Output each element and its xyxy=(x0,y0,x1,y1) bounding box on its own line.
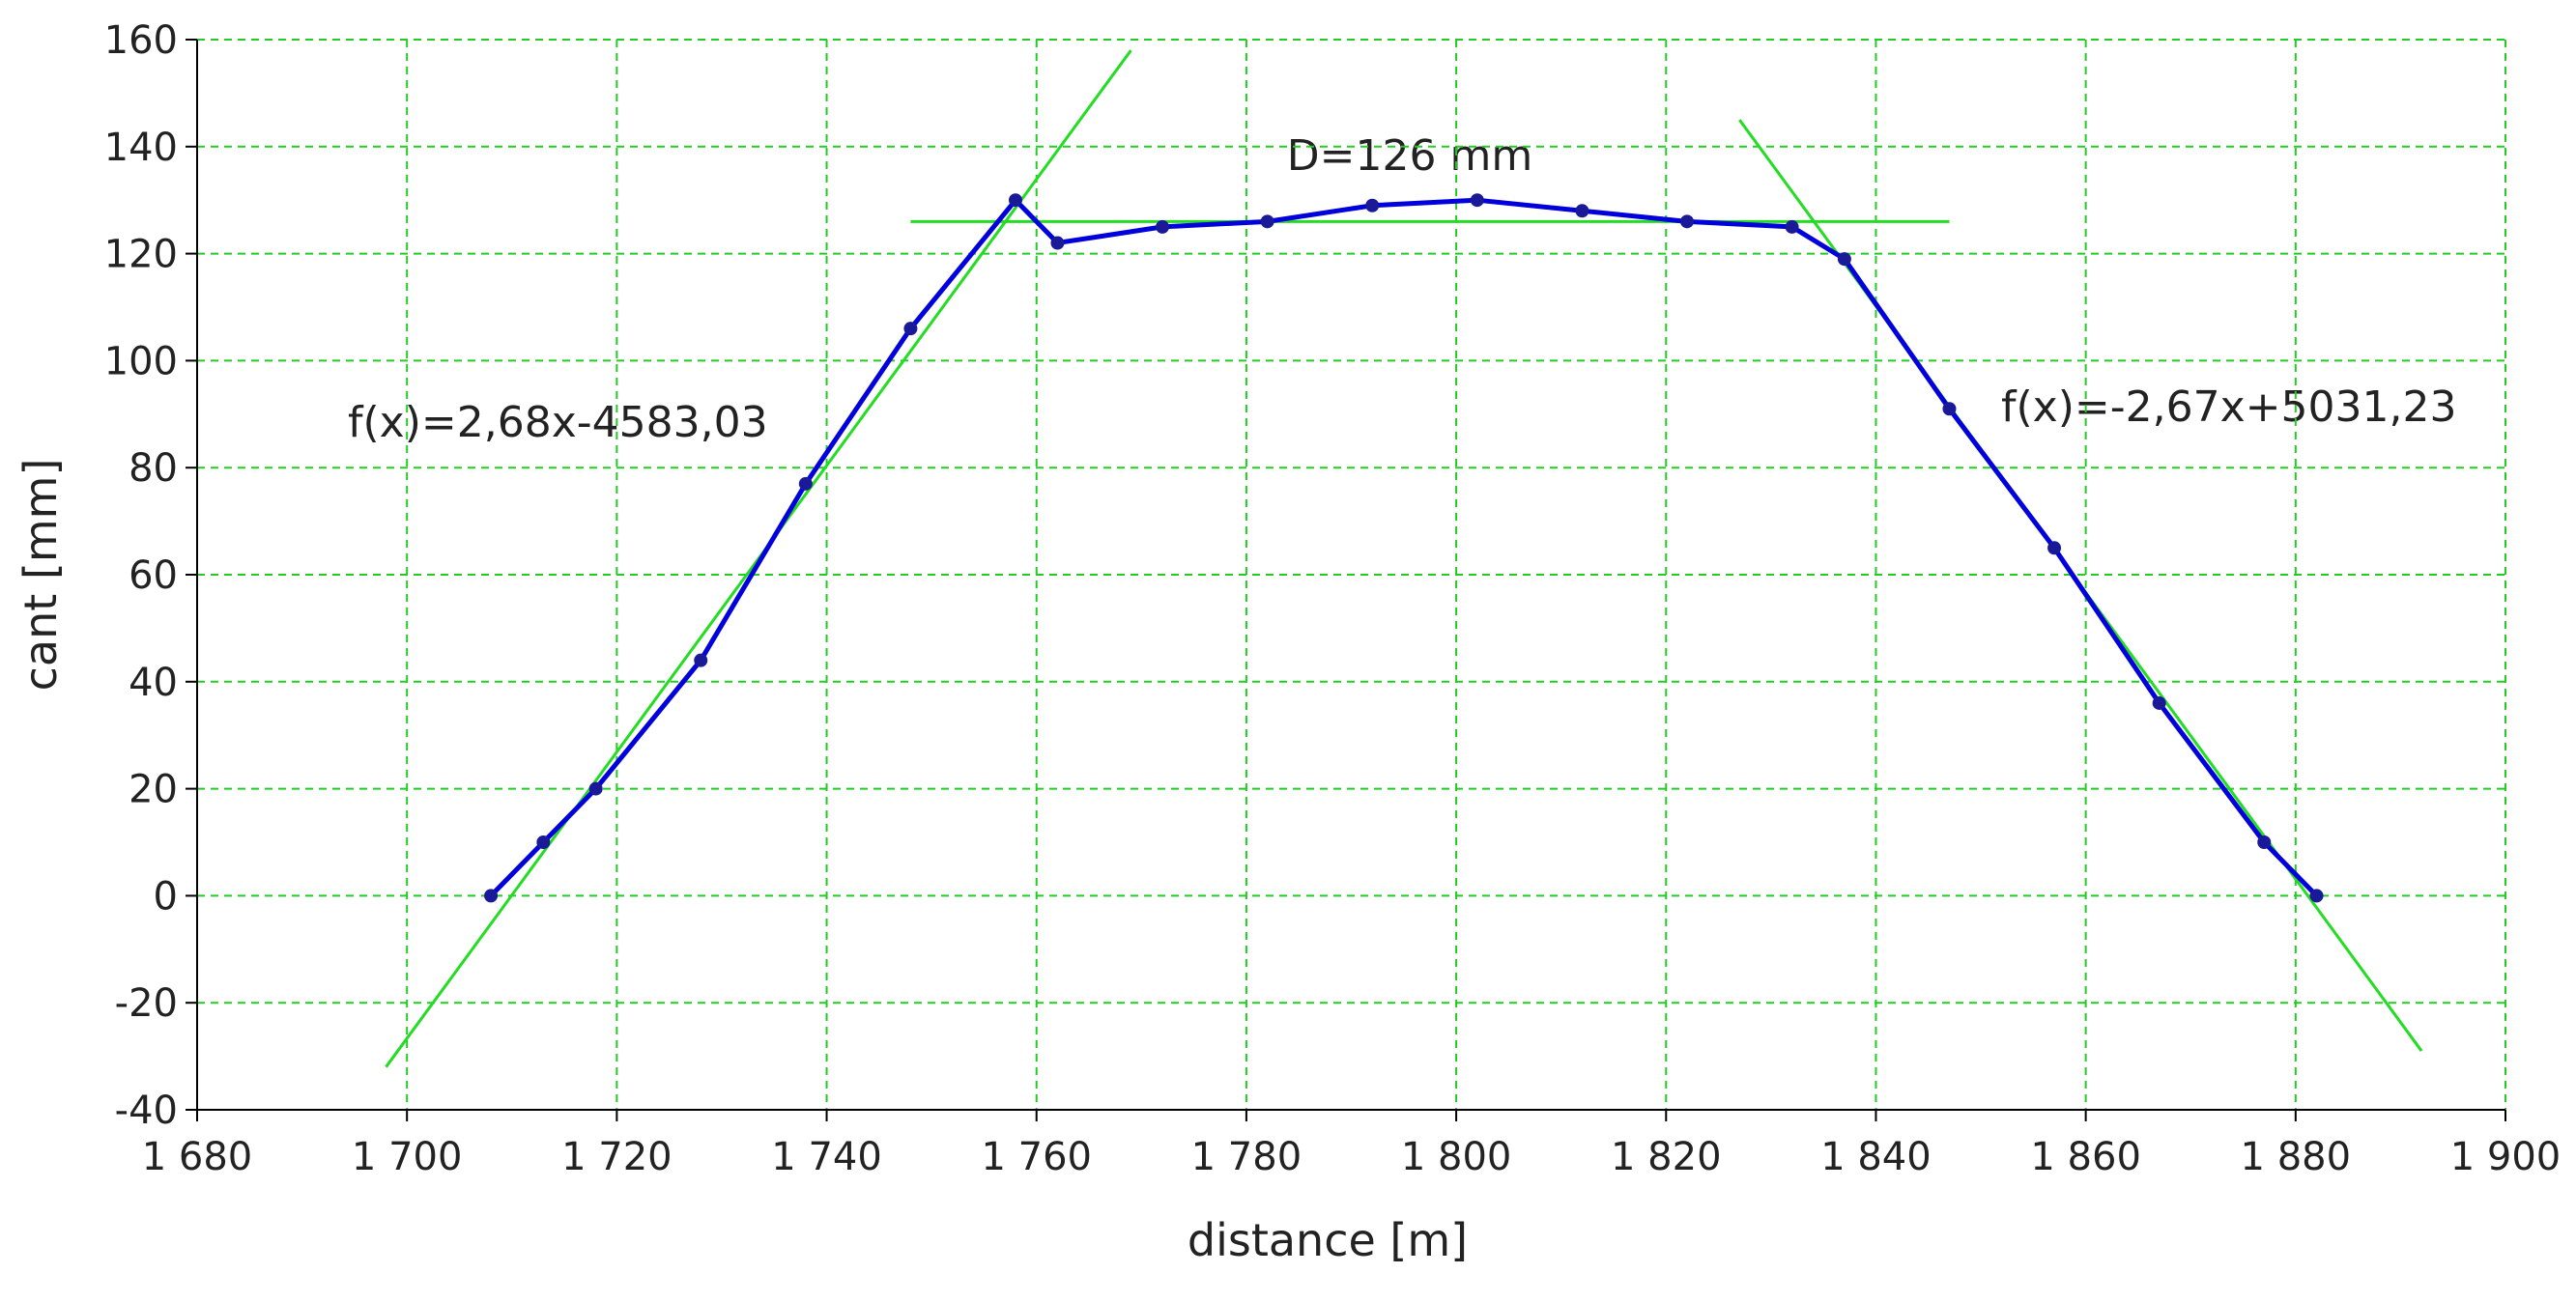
y-axis-title: cant [mm] xyxy=(14,459,67,692)
data-point xyxy=(1785,219,1799,234)
y-tick-label: -20 xyxy=(115,981,178,1026)
data-point xyxy=(1009,193,1023,208)
data-point xyxy=(484,889,499,903)
x-tick-label: 1 680 xyxy=(142,1135,253,1179)
data-point xyxy=(588,781,603,796)
x-tick-label: 1 740 xyxy=(771,1135,882,1179)
x-tick-label: 1 700 xyxy=(352,1135,463,1179)
x-tick-label: 1 760 xyxy=(981,1135,1092,1179)
x-tick-label: 1 800 xyxy=(1401,1135,1512,1179)
annotation: D=126 mm xyxy=(1287,131,1532,181)
x-tick-label: 1 840 xyxy=(1820,1135,1932,1179)
data-point xyxy=(1679,214,1694,229)
data-point xyxy=(694,653,708,667)
y-tick-label: 0 xyxy=(154,874,178,919)
data-point xyxy=(1470,193,1484,208)
y-tick-label: 20 xyxy=(129,768,178,812)
data-point xyxy=(1575,204,1589,218)
y-tick-label: 40 xyxy=(129,661,178,705)
x-tick-label: 1 860 xyxy=(2030,1135,2141,1179)
x-tick-label: 1 880 xyxy=(2241,1135,2352,1179)
data-point xyxy=(1365,198,1380,212)
series-line xyxy=(489,196,2319,898)
y-tick-label: 80 xyxy=(129,446,178,491)
x-tick-label: 1 780 xyxy=(1191,1135,1302,1179)
data-point xyxy=(1942,402,1957,416)
data-point xyxy=(2152,695,2166,710)
annotation: f(x)=-2,67x+5031,23 xyxy=(2001,382,2456,432)
grid xyxy=(196,39,2506,1111)
x-tick-label: 1 820 xyxy=(1611,1135,1722,1179)
x-tick-label: 1 720 xyxy=(561,1135,673,1179)
data-point xyxy=(903,322,918,336)
y-tick-label: 60 xyxy=(129,553,178,598)
x-tick-label: 1 900 xyxy=(2450,1135,2562,1179)
data-point xyxy=(2047,541,2062,555)
data-point xyxy=(2257,835,2272,849)
y-tick-label: 160 xyxy=(104,18,178,63)
y-tick-label: 120 xyxy=(104,233,178,277)
data-point xyxy=(536,835,551,849)
data-point xyxy=(1837,252,1851,267)
data-point xyxy=(1050,236,1065,250)
y-tick-label: 140 xyxy=(104,126,178,170)
data-point xyxy=(2309,889,2324,903)
annotation: f(x)=2,68x-4583,03 xyxy=(348,398,768,447)
y-tick-label: 100 xyxy=(104,339,178,383)
x-axis-title: distance [m] xyxy=(1188,1214,1468,1266)
data-point xyxy=(1260,214,1274,229)
y-tick-label: -40 xyxy=(115,1089,178,1133)
data-point xyxy=(798,476,813,491)
data-point xyxy=(1156,219,1170,234)
